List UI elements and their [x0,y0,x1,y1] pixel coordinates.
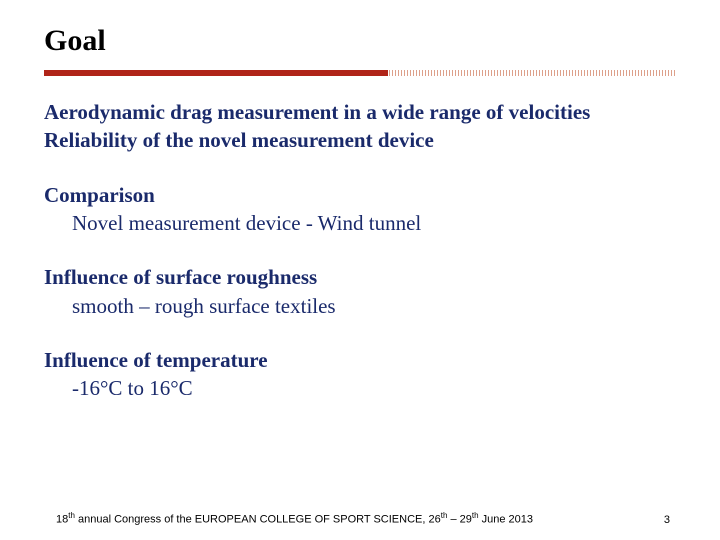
slide-title: Goal [44,24,676,58]
intro-line-1: Aerodynamic drag measurement in a wide r… [44,98,676,126]
footer-mid2: – 29 [447,514,471,526]
roughness-sub: smooth – rough surface textiles [44,292,676,320]
footer-sup1: th [68,511,75,520]
divider-red [44,70,388,76]
comparison-sub: Novel measurement device - Wind tunnel [44,209,676,237]
block-intro: Aerodynamic drag measurement in a wide r… [44,98,676,155]
temperature-sub: -16°C to 16°C [44,374,676,402]
title-divider [44,70,676,76]
comparison-head: Comparison [44,181,676,209]
footer-mid1: annual Congress of the EUROPEAN COLLEGE … [75,514,441,526]
block-comparison: Comparison Novel measurement device - Wi… [44,181,676,238]
intro-line-2: Reliability of the novel measurement dev… [44,126,676,154]
footer-prefix: 18 [56,514,68,526]
footer: 18th annual Congress of the EUROPEAN COL… [56,511,676,526]
roughness-head: Influence of surface roughness [44,263,676,291]
page-number: 3 [664,514,670,526]
slide: Goal Aerodynamic drag measurement in a w… [0,0,720,540]
footer-sup3: th [472,511,479,520]
footer-suffix: June 2013 [479,514,533,526]
content-area: Aerodynamic drag measurement in a wide r… [44,98,676,403]
block-temperature: Influence of temperature -16°C to 16°C [44,346,676,403]
block-roughness: Influence of surface roughness smooth – … [44,263,676,320]
temperature-head: Influence of temperature [44,346,676,374]
footer-text: 18th annual Congress of the EUROPEAN COL… [56,511,533,526]
